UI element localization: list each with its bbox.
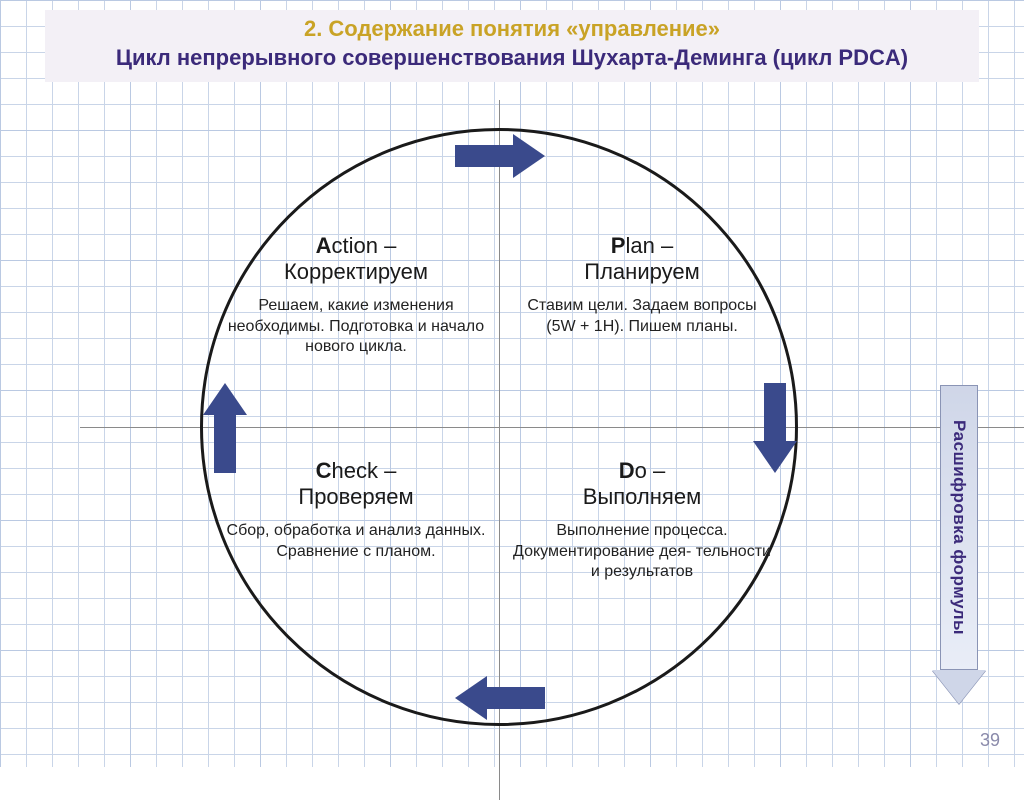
quadrant-desc: Решаем, какие изменения необходимы. Подг…: [226, 296, 486, 358]
quadrant-title: Action – Корректируем: [226, 233, 486, 286]
title-rest: heck –: [332, 458, 397, 483]
pdca-diagram: Action – Корректируем Решаем, какие изме…: [180, 110, 820, 750]
title-rest: ction –: [332, 233, 397, 258]
formula-decode-arrow: Расшифровка формулы: [940, 385, 986, 704]
quadrant-desc: Ставим цели. Задаем вопросы (5W + 1H). П…: [512, 296, 772, 338]
quadrant-desc: Сбор, обработка и анализ данных. Сравнен…: [226, 521, 486, 563]
title-ru: Выполняем: [583, 484, 701, 509]
letter: P: [611, 233, 626, 258]
side-arrow-head: [932, 670, 986, 704]
side-arrow-label: Расшифровка формулы: [949, 420, 969, 635]
quadrant-check: Check – Проверяем Сбор, обработка и анал…: [226, 458, 486, 562]
title-ru: Корректируем: [284, 259, 428, 284]
quadrant-title: Do – Выполняем: [512, 458, 772, 511]
title-line-1: 2. Содержание понятия «управление»: [55, 16, 969, 42]
side-arrow-body: Расшифровка формулы: [940, 385, 978, 670]
title-rest: lan –: [625, 233, 673, 258]
arrow-top: [455, 134, 545, 178]
arrow-bottom: [455, 676, 545, 720]
quadrant-action: Action – Корректируем Решаем, какие изме…: [226, 233, 486, 358]
cycle-circle: [200, 128, 798, 726]
quadrant-title: Check – Проверяем: [226, 458, 486, 511]
title-ru: Проверяем: [298, 484, 413, 509]
slide-title: 2. Содержание понятия «управление» Цикл …: [45, 10, 979, 82]
quadrant-do: Do – Выполняем Выполнение процесса. Доку…: [512, 458, 772, 583]
quadrant-desc: Выполнение процесса. Документирование де…: [512, 521, 772, 583]
title-ru: Планируем: [584, 259, 699, 284]
page-number: 39: [980, 730, 1000, 751]
title-rest: o –: [635, 458, 666, 483]
letter: C: [316, 458, 332, 483]
letter: D: [619, 458, 635, 483]
letter: A: [316, 233, 332, 258]
quadrant-plan: Plan – Планируем Ставим цели. Задаем воп…: [512, 233, 772, 337]
quadrant-title: Plan – Планируем: [512, 233, 772, 286]
title-line-2: Цикл непрерывного совершенствования Шуха…: [55, 44, 969, 72]
